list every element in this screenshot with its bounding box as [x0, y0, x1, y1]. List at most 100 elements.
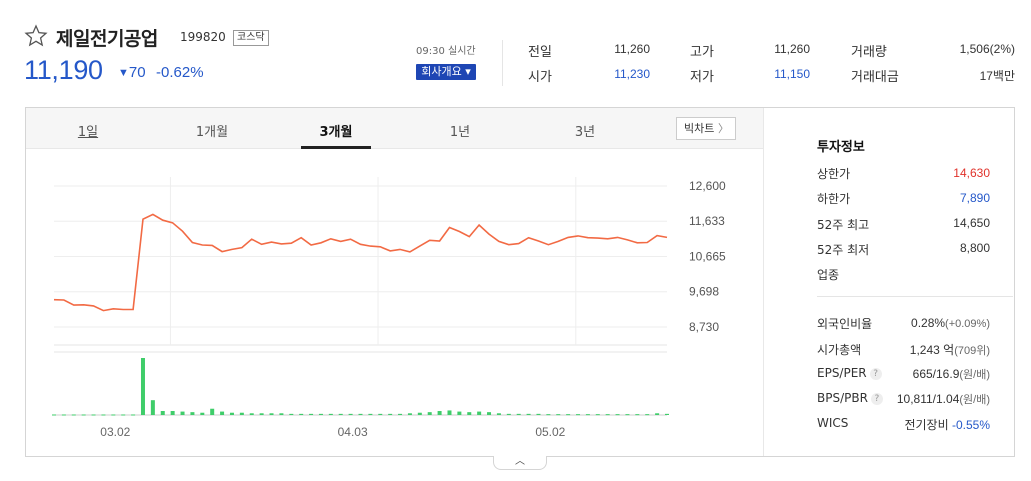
volume-bar	[487, 412, 492, 415]
eps-per-unit: (원/배)	[959, 369, 990, 381]
down-arrow-icon: ▼	[118, 67, 129, 79]
quote-label-low: 저가	[690, 70, 714, 85]
header-divider	[502, 40, 503, 86]
volume-bar	[585, 414, 590, 416]
volume-bar	[605, 414, 610, 416]
chevron-right-icon: 〉	[718, 122, 729, 135]
volume-bar	[348, 413, 353, 415]
invest-title: 투자정보	[817, 140, 865, 155]
big-chart-button[interactable]: 빅차트 〉	[676, 117, 736, 140]
volume-bar	[506, 413, 511, 415]
bps-pbr-value: 10,811/1.04(원/배)	[897, 391, 990, 407]
volume-bar	[378, 413, 383, 415]
volume-bar	[417, 412, 422, 415]
volume-bar	[625, 414, 630, 416]
eps-per-label: EPS/PER?	[817, 366, 882, 380]
price-chart[interactable]: 12,600 11,633 10,665 9,698 8,730 03.02 04.03 05…	[26, 149, 763, 456]
volume-bar	[496, 413, 501, 415]
foreign-ratio-change: (+0.09%)	[945, 318, 990, 330]
volume-bar	[101, 414, 106, 416]
volume-bar	[328, 413, 333, 415]
tab-1year[interactable]: 1년	[449, 125, 471, 140]
market-cap-label: 시가총액	[817, 343, 862, 357]
active-tab-indicator	[301, 146, 371, 149]
wics-sector[interactable]: 전기장비	[904, 418, 949, 432]
volume-bar	[536, 413, 541, 415]
foreign-ratio-number: 0.28%	[911, 316, 946, 330]
lower-limit-label: 하한가	[817, 192, 851, 206]
tab-3month[interactable]: 3개월	[319, 125, 353, 140]
volume-bar	[447, 410, 452, 415]
market-cap-rank: (709위)	[954, 345, 990, 357]
volume-bar	[170, 411, 175, 415]
tab-1month[interactable]: 1개월	[195, 125, 229, 140]
investment-info: 투자정보 상한가 14,630 하한가 7,890 52주 최고 14,650 …	[790, 108, 1018, 456]
volume-bar	[516, 413, 521, 415]
y-tick-label: 10,665	[689, 250, 726, 264]
change-amount: 70	[128, 64, 146, 81]
quote-value-open: 11,230	[614, 67, 650, 81]
stock-code: 199820	[180, 30, 226, 44]
volume-bar	[299, 413, 304, 415]
volume-bar	[576, 414, 581, 416]
volume-bar	[160, 411, 165, 415]
bps-pbr-text: BPS/PBR	[817, 391, 868, 405]
tab-3year[interactable]: 3년	[574, 125, 596, 140]
volume-bar	[190, 412, 195, 415]
quote-label-prev-close: 전일	[528, 45, 552, 60]
volume-bar	[150, 400, 155, 415]
volume-bar	[111, 414, 116, 416]
week52-high-value: 14,650	[953, 216, 990, 230]
volume-bar	[665, 413, 669, 415]
volume-bar	[407, 413, 412, 415]
volume-bar	[210, 408, 215, 415]
price-change: ▼70	[118, 64, 146, 81]
info-divider	[817, 296, 1013, 297]
volume-bar	[556, 414, 561, 416]
help-icon[interactable]: ?	[869, 367, 882, 380]
volume-bar	[566, 414, 571, 416]
market-cap-value: 1,243 억(709위)	[910, 341, 990, 358]
volume-bar	[309, 413, 314, 415]
price-line	[53, 213, 668, 312]
stock-header: 제일전기공업 199820 코스닥 11,190 ▼70 -0.62% 09:3…	[0, 0, 1031, 100]
volume-bar	[388, 413, 393, 415]
quote-label-high: 고가	[690, 45, 714, 60]
week52-high-label: 52주 최고	[817, 218, 870, 232]
market-badge: 코스닥	[233, 30, 269, 46]
volume-bar	[71, 414, 76, 416]
wics-label: WICS	[817, 416, 849, 430]
chevron-up-icon: ︿	[515, 456, 525, 467]
y-tick-label: 8,730	[689, 320, 719, 334]
week52-low-label: 52주 최저	[817, 243, 870, 257]
volume-bar	[220, 411, 225, 415]
volume-bar	[635, 414, 640, 416]
volume-bar	[81, 414, 86, 416]
quote-label-volume: 거래량	[851, 45, 887, 60]
eps-per-text: EPS/PER	[817, 366, 867, 380]
volume-bar	[131, 414, 136, 416]
period-tabs: 1일 1개월 3개월 1년 3년 빅차트 〉	[26, 108, 763, 149]
volume-bar	[279, 413, 284, 415]
volume-bar	[61, 414, 66, 416]
volume-bar	[615, 414, 620, 416]
tab-1day[interactable]: 1일	[77, 125, 99, 140]
favorite-star-icon[interactable]	[24, 24, 48, 48]
quote-label-open: 시가	[528, 70, 552, 85]
volume-bar	[655, 413, 660, 415]
volume-bar	[338, 413, 343, 415]
help-icon[interactable]: ?	[870, 392, 883, 405]
volume-bar	[437, 411, 442, 415]
company-overview-button[interactable]: 회사개요 ▾	[416, 64, 476, 80]
big-chart-label: 빅차트	[684, 122, 715, 135]
wics-value: 전기장비 -0.55%	[904, 416, 990, 433]
volume-bar	[595, 414, 600, 416]
quote-label-trade-value: 거래대금	[851, 70, 899, 85]
volume-bar	[645, 414, 650, 416]
volume-bar	[239, 412, 244, 415]
quote-value-prev-close: 11,260	[614, 42, 650, 56]
x-tick-label: 04.03	[338, 425, 368, 439]
lower-limit-value: 7,890	[959, 191, 990, 205]
collapse-toggle[interactable]: ︿	[493, 456, 547, 470]
x-tick-label: 05.02	[535, 425, 565, 439]
